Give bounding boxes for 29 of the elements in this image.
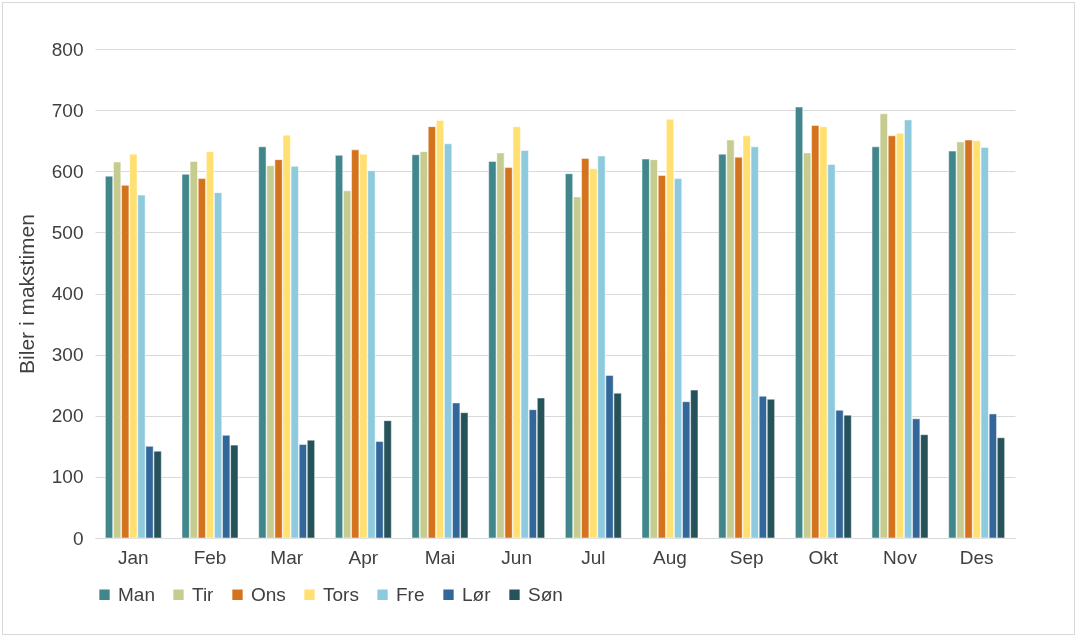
legend-label: Ons	[251, 583, 286, 605]
x-tick-label: Jan	[118, 546, 149, 568]
y-tick-label: 600	[51, 160, 84, 182]
x-tick-label: Mar	[270, 546, 304, 568]
y-tick-label: 700	[51, 99, 84, 121]
y-tick-label: 200	[51, 405, 84, 427]
legend-label: Fre	[396, 583, 425, 605]
x-tick-label: Des	[959, 546, 994, 568]
x-tick-label: Feb	[193, 546, 227, 568]
y-tick-label: 400	[51, 283, 84, 304]
x-tick-label: Sep	[729, 546, 764, 568]
x-tick-label: Mai	[424, 546, 456, 568]
x-tick-label: Okt	[808, 546, 839, 568]
legend-label: Lør	[462, 583, 492, 605]
y-tick-label: 500	[51, 221, 84, 243]
x-tick-label: Aug	[653, 546, 687, 568]
y-tick-label: 300	[51, 344, 84, 366]
legend-label: Man	[118, 583, 155, 605]
x-tick-label: Nov	[883, 546, 918, 568]
x-tick-label: Jun	[501, 546, 532, 568]
y-tick-label: 0	[72, 527, 84, 549]
x-tick-label: Apr	[348, 546, 379, 568]
legend-label: Tir	[192, 583, 215, 605]
legend-label: Søn	[528, 583, 563, 605]
y-axis-title: Biler i makstimen	[14, 214, 38, 374]
y-tick-label: 100	[51, 466, 84, 488]
legend-label: Tors	[323, 583, 359, 605]
y-tick-label: 800	[51, 38, 84, 60]
x-tick-label: Jul	[581, 546, 606, 568]
